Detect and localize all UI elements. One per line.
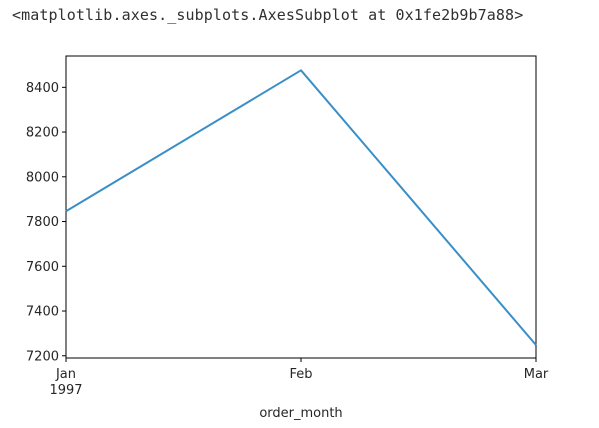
y-tick-label: 8000 [26,170,59,185]
x-tick-label: Mar [524,367,549,382]
y-tick-label: 7400 [26,305,59,320]
x-tick-label: Jan [55,367,76,382]
y-tick-label: 8400 [26,81,59,96]
y-tick-label: 7800 [26,215,59,230]
x-axis-title: order_month [259,406,342,421]
y-tick-label: 8200 [26,126,59,141]
y-tick-label: 7200 [26,349,59,364]
plot-frame [65,55,537,359]
y-axis-ticks: 7200 7400 7600 7800 8000 8200 8400 [26,81,66,364]
x-tick-sublabel: 1997 [49,383,82,398]
output-repr-text: <matplotlib.axes._subplots.AxesSubplot a… [12,6,524,24]
y-tick-label: 7600 [26,260,59,275]
series-line [65,69,537,346]
x-tick-label: Feb [289,367,312,382]
series-group [65,69,537,346]
